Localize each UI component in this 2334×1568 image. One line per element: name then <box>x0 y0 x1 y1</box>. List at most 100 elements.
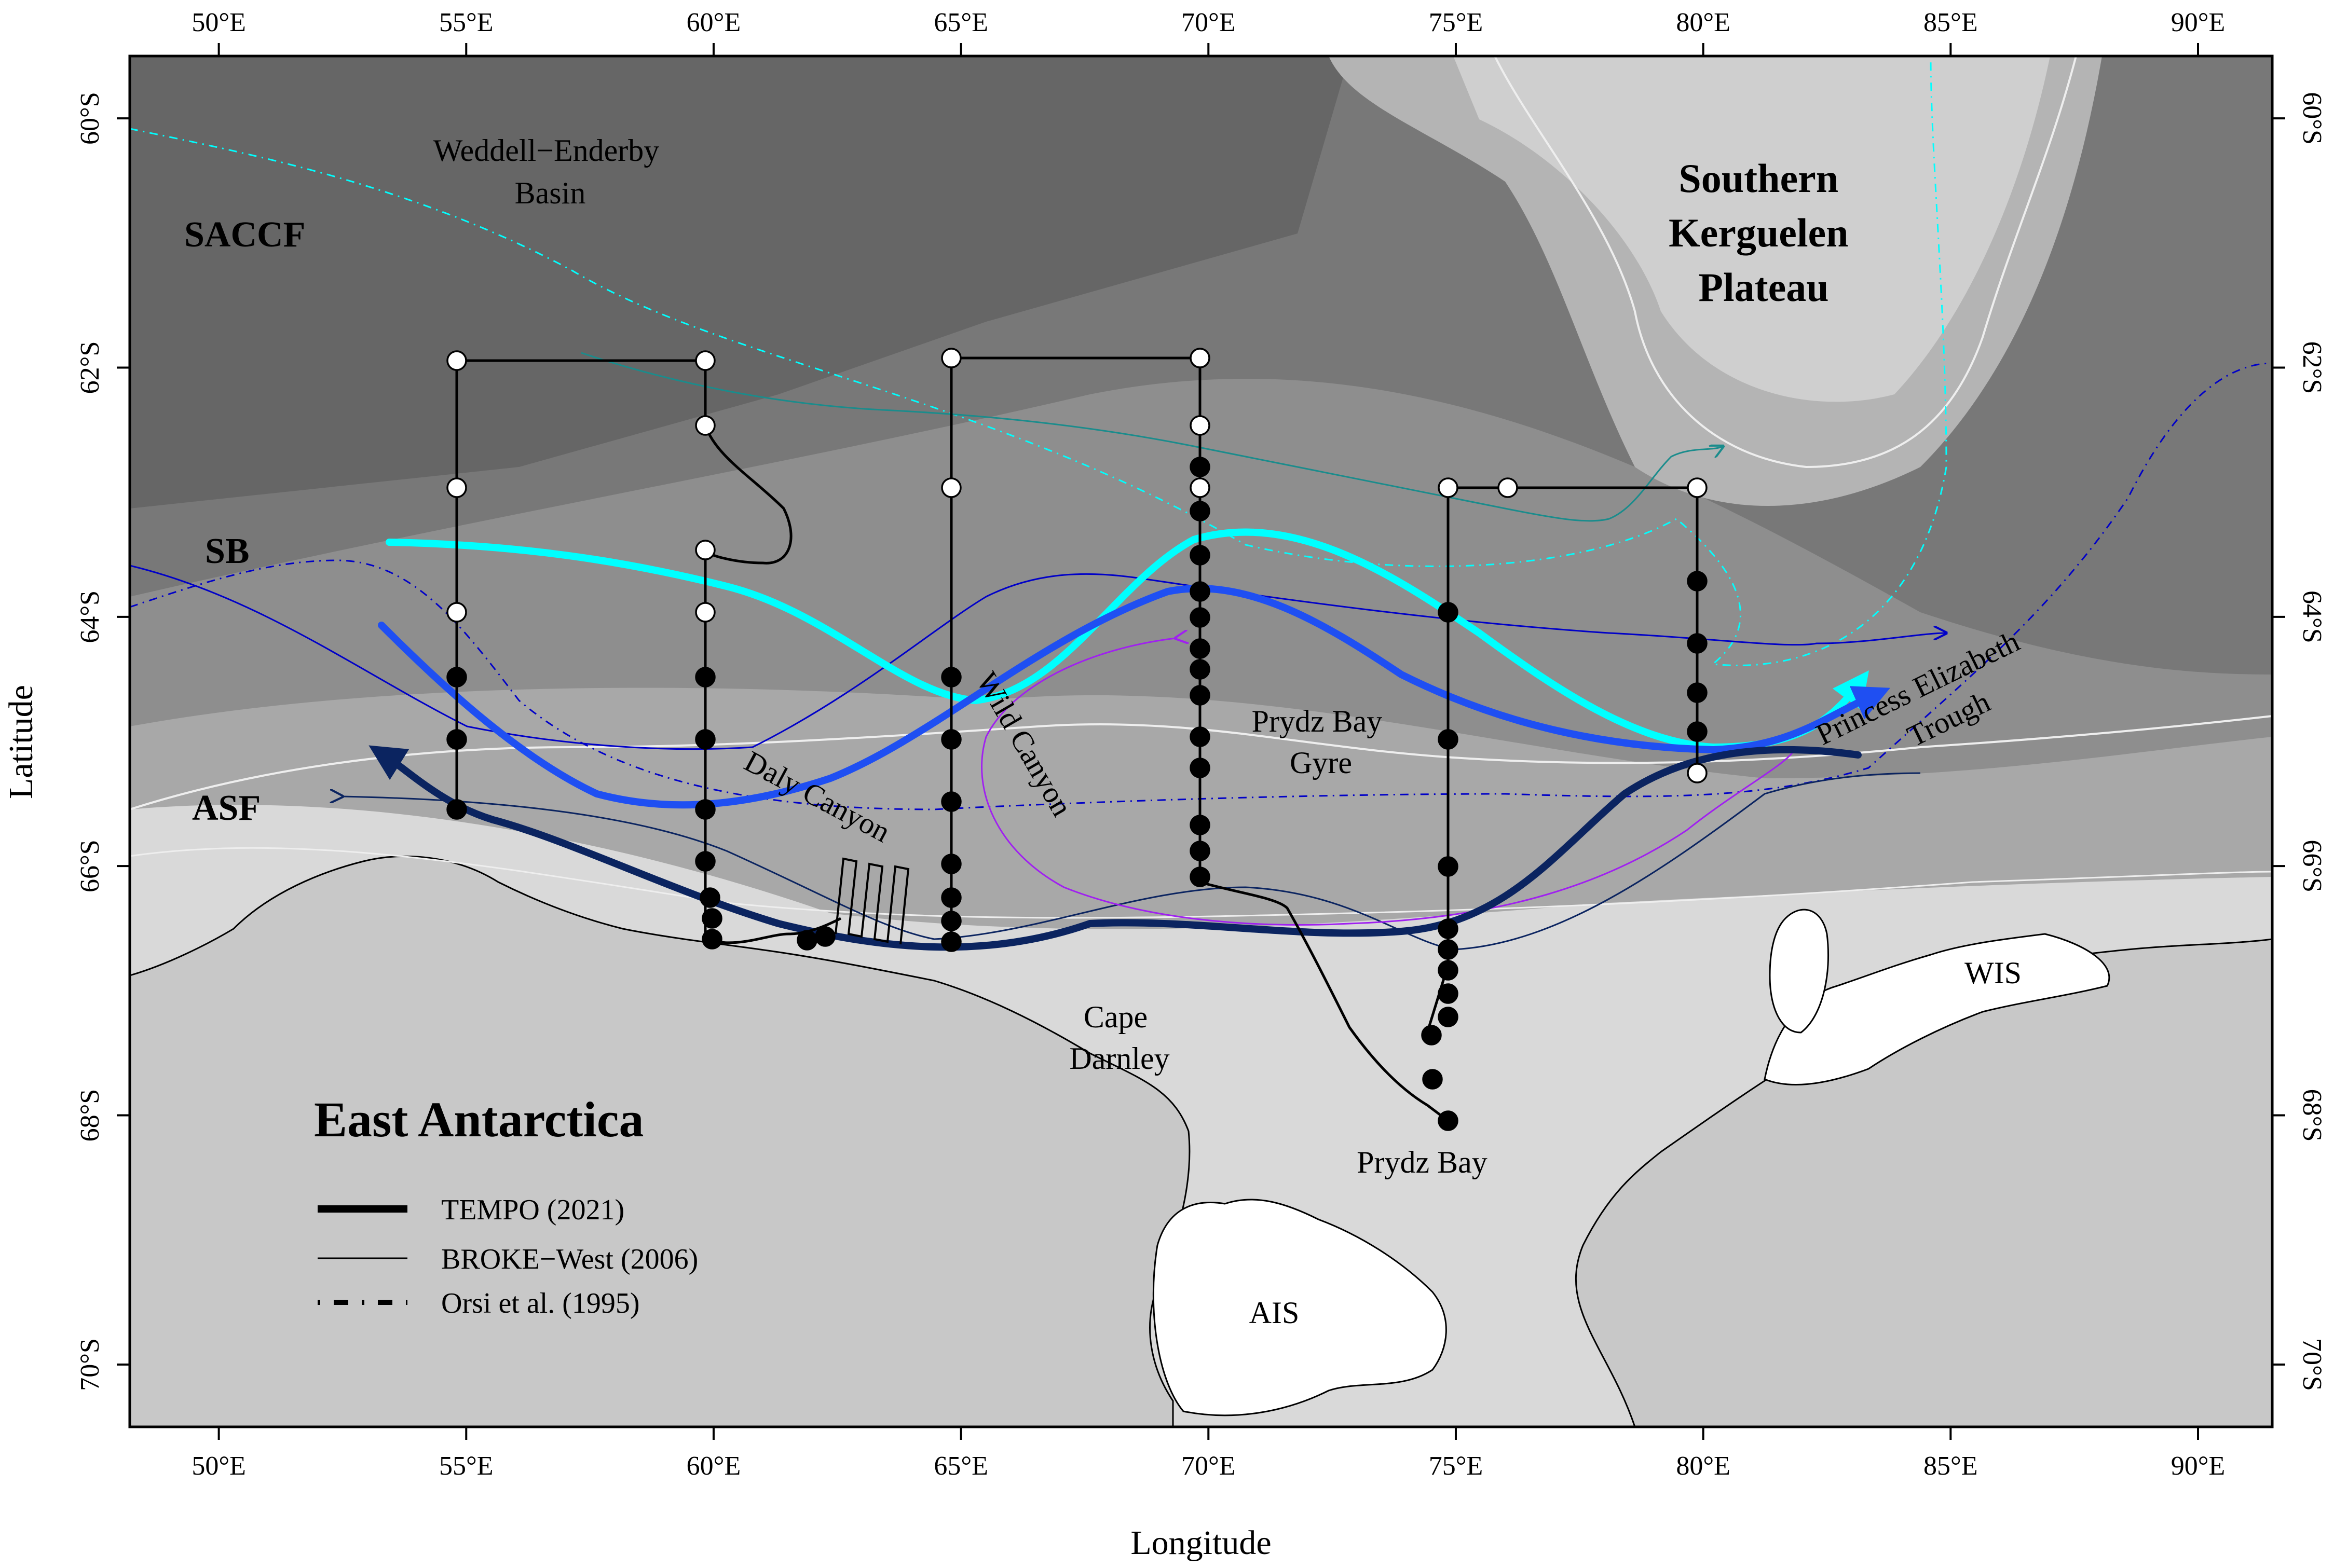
lon-tick-label: 85°E <box>1923 8 1978 37</box>
lat-tick-label: 64°S <box>2297 590 2327 643</box>
ctd-station-filled <box>1190 581 1210 602</box>
ctd-station-open <box>695 350 716 371</box>
ctd-station-filled <box>446 729 467 750</box>
ctd-station-open <box>1190 348 1210 368</box>
prydz-gyre-line2: Gyre <box>1290 746 1352 780</box>
cape-line2: Darnley <box>1069 1041 1169 1076</box>
ctd-stations <box>446 348 1708 1131</box>
ctd-station-filled <box>1438 939 1458 960</box>
sb-broke-line <box>130 565 1946 750</box>
fronts-layer <box>130 56 2272 951</box>
ctd-station-filled <box>1421 1025 1442 1046</box>
daly-canyon-zigzag <box>835 857 910 945</box>
ctd-station-filled <box>695 851 716 872</box>
ctd-station-filled <box>1190 758 1210 778</box>
wis-label: WIS <box>1964 956 2022 990</box>
ctd-station-filled <box>1190 545 1210 566</box>
lon-tick-label: 60°E <box>687 8 741 37</box>
ctd-station-open <box>446 477 467 498</box>
ctd-station-filled <box>702 929 722 950</box>
west-ice-shelf <box>1764 933 2110 1085</box>
shelf-break-contour <box>130 847 2272 919</box>
ctd-station-filled <box>1438 983 1458 1004</box>
region-title: East Antarctica <box>314 1092 644 1147</box>
kerguelen-label: Southern Kerguelen Plateau <box>1669 156 1859 310</box>
ctd-station-filled <box>446 799 467 820</box>
ctd-station-filled <box>941 931 962 952</box>
ctd-station-filled <box>797 930 817 951</box>
ctd-station-filled <box>1190 726 1210 747</box>
ctd-station-filled <box>446 667 467 687</box>
weddell-line1: Weddell−Enderby <box>433 133 660 168</box>
lon-tick-label: 75°E <box>1429 8 1483 37</box>
ctd-station-filled <box>941 667 962 687</box>
ctd-station-filled <box>1438 1110 1458 1131</box>
ctd-station-filled <box>1422 1069 1443 1090</box>
weddell-basin-darker <box>130 56 1349 508</box>
ctd-station-filled <box>941 911 962 931</box>
lon-tick-label: 70°E <box>1181 8 1236 37</box>
legend: TEMPO (2021) BROKE−West (2006) Orsi et a… <box>318 1194 698 1319</box>
ctd-station-filled <box>1190 638 1210 659</box>
legend-label-orsi: Orsi et al. (1995) <box>441 1287 640 1319</box>
prydz-bay-label: Prydz Bay <box>1357 1145 1487 1179</box>
kerguelen-contour <box>1494 56 2077 469</box>
plot-area <box>130 56 2272 1427</box>
ctd-station-open <box>941 348 962 368</box>
weddell-line2: Basin <box>515 176 586 210</box>
ctd-station-open <box>1190 415 1210 436</box>
ctd-station-filled <box>1438 602 1458 623</box>
prydz-gyre-line1: Prydz Bay <box>1252 704 1383 738</box>
asf-broke-line <box>343 772 1921 951</box>
ctd-station-filled <box>1190 659 1210 680</box>
tempo-ship-track <box>455 356 1699 1122</box>
lon-tick-label: 80°E <box>1676 8 1730 37</box>
ctd-station-filled <box>1190 841 1210 861</box>
ctd-station-open <box>446 602 467 623</box>
amery-ice-shelf <box>1152 1199 1447 1416</box>
lat-tick-label: 64°S <box>75 590 105 643</box>
lat-tick-label: 68°S <box>2297 1089 2327 1142</box>
ctd-station-filled <box>1438 1007 1458 1027</box>
ctd-station-filled <box>1190 457 1210 477</box>
ctd-station-open <box>695 415 716 436</box>
prydz-gyre-label: Prydz Bay Gyre <box>1252 704 1390 780</box>
weddell-label: Weddell−Enderby Basin <box>433 133 667 210</box>
ais-label: AIS <box>1249 1296 1300 1330</box>
kerguelen-line2: Kerguelen <box>1669 210 1849 255</box>
ctd-station-filled <box>695 799 716 820</box>
lat-tick-label: 70°S <box>75 1338 105 1391</box>
plot-frame <box>128 54 2274 1428</box>
lon-tick-label: 65°E <box>934 1451 988 1481</box>
kerguelen-line1: Southern <box>1678 156 1838 201</box>
ctd-station-filled <box>1190 501 1210 521</box>
lon-tick-label: 80°E <box>1676 1451 1730 1481</box>
ctd-station-open <box>695 540 716 560</box>
ctd-station-open <box>1438 477 1458 498</box>
ctd-station-filled <box>695 667 716 687</box>
asf-tempo-line <box>368 745 1862 951</box>
lon-tick-label: 50°E <box>192 1451 246 1481</box>
lat-tick-label: 68°S <box>75 1089 105 1142</box>
lon-tick-label: 90°E <box>2171 1451 2226 1481</box>
lat-tick-label: 60°S <box>2297 92 2327 145</box>
lon-tick-label: 70°E <box>1181 1451 1236 1481</box>
lat-tick-label: 66°S <box>75 840 105 892</box>
ctd-station-filled <box>1687 571 1708 592</box>
ctd-station-filled <box>1687 682 1708 703</box>
axis-ticks: 50°E 50°E 55°E 55°E 60°E 60°E 65°E 65°E 70°E 70°E… <box>75 8 2327 1481</box>
ctd-station-filled <box>1687 721 1708 742</box>
lon-tick-label: 60°E <box>687 1451 741 1481</box>
saccf-label: SACCF <box>184 215 305 255</box>
ctd-station-filled <box>941 854 962 874</box>
legend-label-broke: BROKE−West (2006) <box>441 1243 698 1275</box>
ctd-station-filled <box>815 926 836 947</box>
lat-tick-label: 62°S <box>75 341 105 394</box>
lon-tick-label: 50°E <box>192 8 246 37</box>
sb-tempo-line <box>378 585 1890 809</box>
lon-tick-label: 65°E <box>934 8 988 37</box>
cape-darnley-label: Cape Darnley <box>1069 1000 1169 1076</box>
ctd-station-open <box>1687 477 1708 498</box>
prydz-gyre-line <box>981 638 1797 926</box>
ctd-station-filled <box>1190 815 1210 835</box>
